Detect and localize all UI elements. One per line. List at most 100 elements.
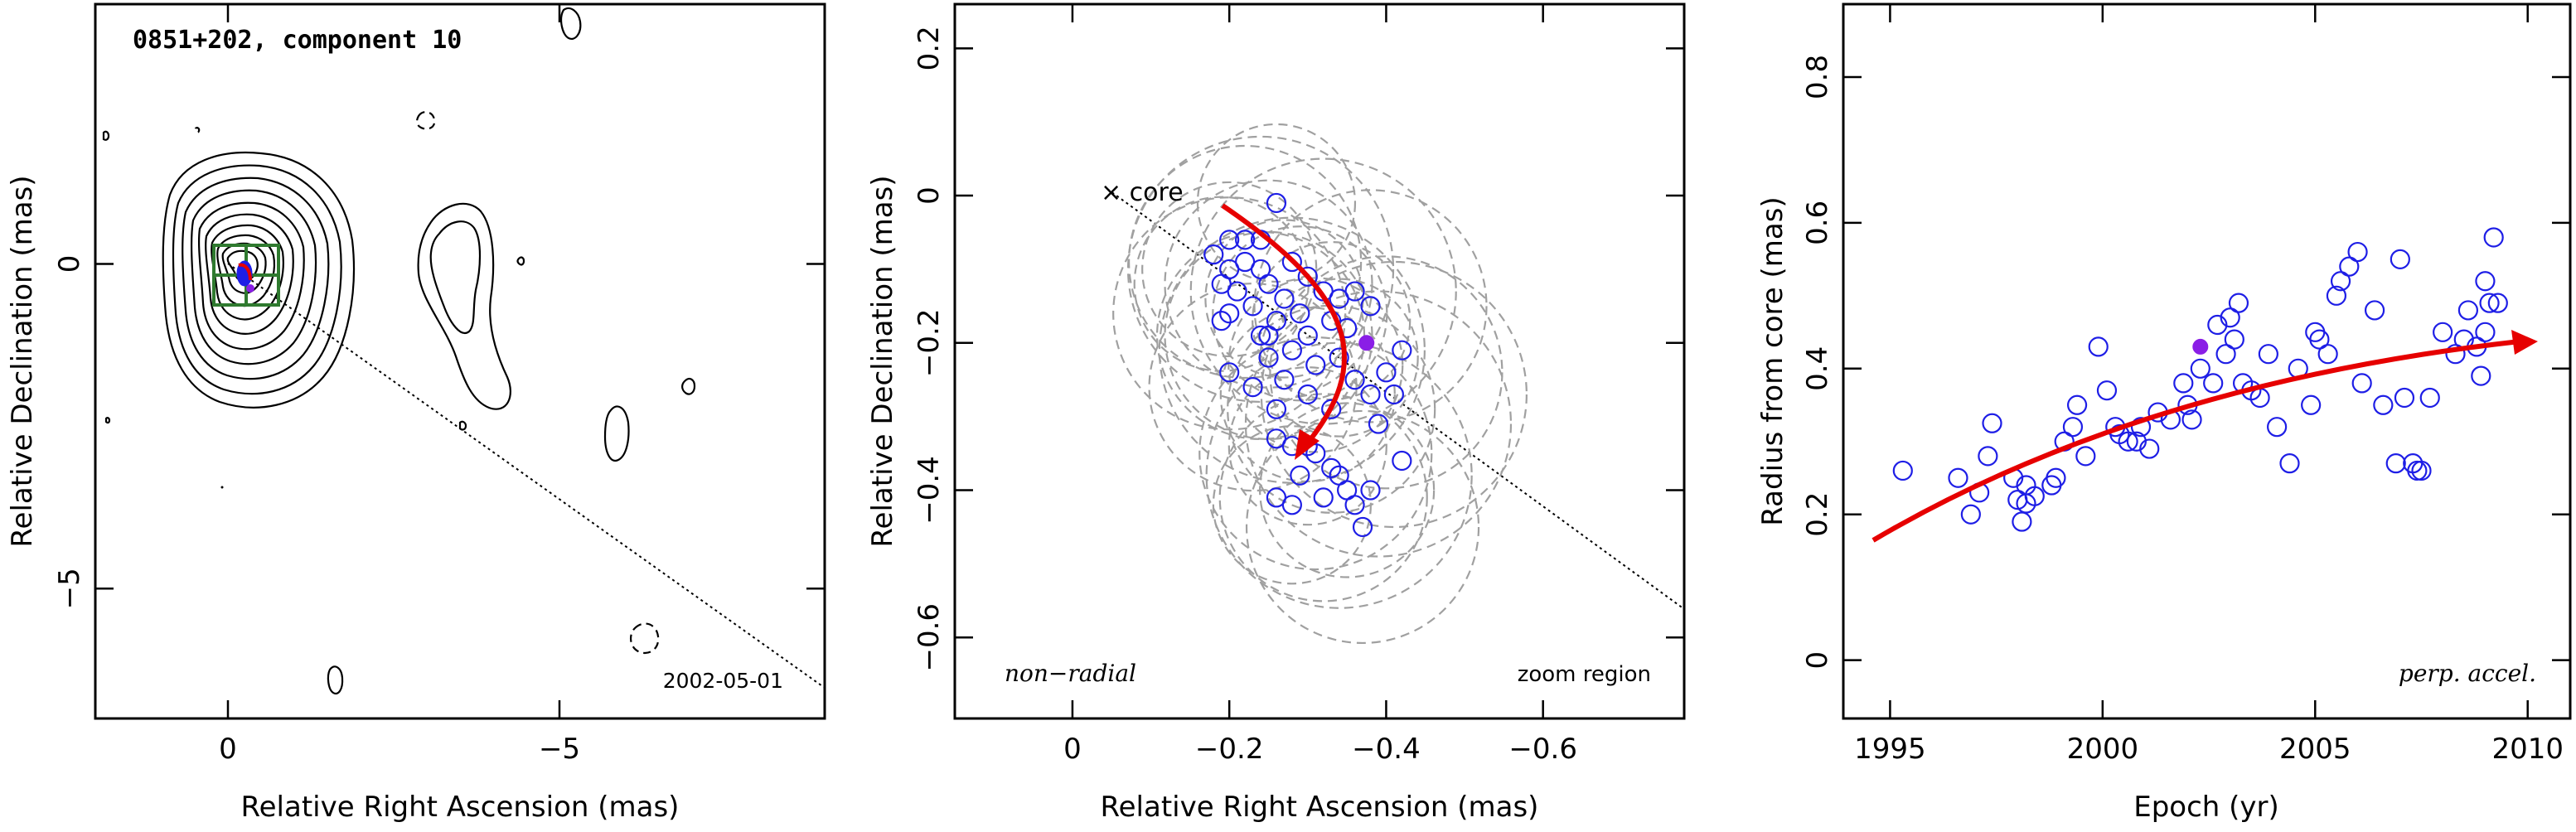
error-circle <box>1158 216 1426 484</box>
component-point <box>1290 465 1310 486</box>
radius-point <box>2364 300 2385 321</box>
radius-point <box>2471 365 2491 386</box>
radius-point <box>2407 460 2428 481</box>
x-tick-label: 0 <box>1063 733 1082 766</box>
panel1-xlabel: Relative Right Ascension (mas) <box>241 791 680 824</box>
component-point <box>1242 377 1263 398</box>
radius-point <box>2411 460 2432 481</box>
y-tick-label: 0 <box>53 255 86 273</box>
radius-point <box>2419 387 2440 409</box>
error-circle <box>1260 260 1528 529</box>
radius-point <box>2326 285 2347 306</box>
motion-arrow-small <box>238 263 252 281</box>
error-circles <box>1112 123 1528 645</box>
component-point <box>1297 384 1318 405</box>
radius-point <box>2066 394 2088 415</box>
component-point <box>1392 450 1412 472</box>
x-tick-label: 2005 <box>2279 733 2351 766</box>
component-point <box>1274 370 1295 390</box>
y-tick-label: 0 <box>1801 651 1834 670</box>
component-point <box>1219 230 1240 250</box>
radius-point <box>2479 293 2500 313</box>
component-point <box>1203 244 1224 265</box>
noise-dot <box>220 486 224 489</box>
error-circle <box>1204 219 1364 379</box>
component-point <box>1297 266 1318 287</box>
component-points <box>1203 192 1412 538</box>
radius-point <box>2279 453 2300 474</box>
note-perp-accel: perp. accel. <box>2399 660 2536 687</box>
component-point <box>1266 487 1287 508</box>
radius-point <box>1892 460 1913 481</box>
panel-contour-map: 0 −5 0 −5 0851+202, component 10 2002-05-01… <box>6 2 826 824</box>
radius-point <box>2224 329 2244 350</box>
component-point <box>1250 325 1271 346</box>
radius-point <box>2203 373 2224 394</box>
component-point <box>1329 347 1349 368</box>
x-tick-label: −5 <box>539 733 580 766</box>
y-tick-label: 0.6 <box>1801 201 1834 245</box>
panel-radius-vs-epoch: 1995 2000 2005 2010 0 0.2 0.4 0.6 0.8 perp. acce… <box>1756 2 2572 824</box>
error-circle <box>1126 135 1395 404</box>
radius-point <box>2483 227 2504 248</box>
error-circle <box>1212 425 1372 585</box>
radius-point <box>2267 417 2288 438</box>
y-tick-label: 0.2 <box>913 26 946 70</box>
highlight-position-small <box>246 284 254 293</box>
component-point <box>1258 273 1279 294</box>
component-point <box>1219 259 1240 280</box>
panel3-frame <box>1842 2 2572 720</box>
component-point <box>1360 296 1381 317</box>
radius-point <box>2088 336 2109 357</box>
radius-point <box>2351 373 2372 394</box>
source-contours <box>162 152 355 409</box>
component-point <box>1360 384 1381 405</box>
radius-point <box>2475 322 2496 342</box>
motion-arrow <box>1221 203 1348 447</box>
x-tick-label: −0.2 <box>1195 733 1264 766</box>
radius-point <box>2046 467 2066 488</box>
panel3-ylabel: Radius from core (mas) <box>1756 196 1789 525</box>
panel1-frame <box>94 2 826 720</box>
error-circle <box>1205 341 1473 609</box>
note-zoom-region: zoom region <box>1518 662 1651 687</box>
radius-point <box>1960 504 1981 525</box>
y-tick-label: 0 <box>913 186 946 205</box>
y-tick-label: 0.8 <box>1801 55 1834 99</box>
error-circle <box>1141 181 1318 358</box>
radius-point <box>2181 409 2202 430</box>
component-point <box>1352 516 1373 538</box>
radius-point <box>2016 475 2036 496</box>
component-point <box>1274 288 1295 309</box>
y-tick-label: −0.6 <box>913 603 946 672</box>
error-circle <box>1189 157 1457 425</box>
panel3-plot-area <box>1871 227 2538 543</box>
component-point <box>1321 399 1342 419</box>
panel1-title: 0851+202, component 10 <box>133 26 462 55</box>
component-point <box>1344 281 1365 302</box>
radius-point <box>2475 271 2496 292</box>
x-tick-label: −0.4 <box>1352 733 1421 766</box>
error-circle <box>1164 230 1373 440</box>
error-circle <box>1227 304 1436 514</box>
radius-point <box>2330 271 2351 292</box>
component-point <box>1227 281 1247 302</box>
radius-point <box>2139 438 2160 459</box>
component-point <box>1242 296 1263 317</box>
error-circle <box>1218 393 1428 602</box>
panel1-ylabel: Relative Declination (mas) <box>6 175 39 547</box>
radius-point <box>2258 344 2278 365</box>
error-circle <box>1112 196 1347 431</box>
radius-point <box>1978 446 1998 467</box>
panel2-plot-area <box>1106 123 1684 645</box>
panel2-ylabel: Relative Declination (mas) <box>866 175 899 547</box>
component-point <box>1211 311 1232 331</box>
component-point <box>1258 325 1279 346</box>
radius-point <box>2445 344 2466 365</box>
radius-point <box>2215 344 2236 365</box>
component-point <box>1321 457 1342 478</box>
error-circle <box>1148 283 1358 492</box>
highlight-point <box>1358 335 1375 351</box>
panel2-xlabel: Relative Right Ascension (mas) <box>1101 791 1539 824</box>
